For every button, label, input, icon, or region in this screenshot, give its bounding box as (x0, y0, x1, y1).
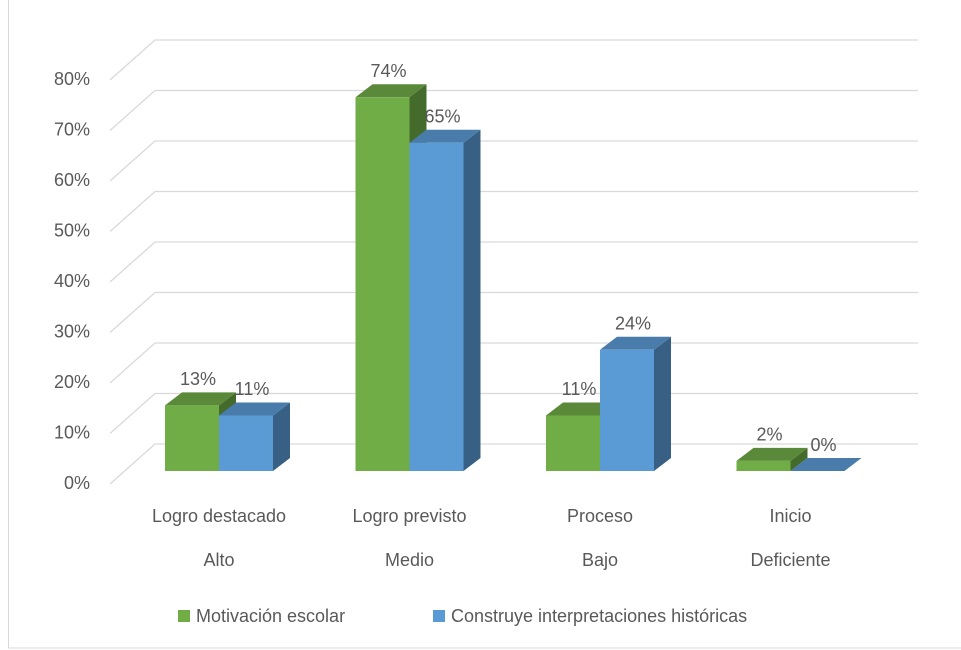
bar-side (790, 447, 808, 471)
grid-line (109, 342, 918, 384)
bar (219, 415, 273, 471)
bar (355, 97, 410, 472)
bar-top (736, 447, 808, 461)
legend-swatch (178, 610, 190, 622)
grid-line (109, 190, 918, 232)
bar-top (219, 402, 290, 416)
y-tick-label: 70% (54, 119, 90, 139)
bar-side (273, 402, 290, 471)
bar (165, 405, 219, 471)
x-tick-label: Proceso (567, 506, 633, 526)
grid-line (109, 39, 918, 81)
bar-top (600, 336, 671, 350)
bar-top (546, 402, 617, 416)
data-label: 24% (615, 314, 651, 334)
grid-line (109, 291, 918, 333)
y-tick-label: 30% (54, 321, 90, 341)
legend-label: Construye interpretaciones históricas (451, 606, 747, 626)
bar-top (409, 129, 481, 143)
data-label: 0% (810, 435, 836, 455)
grid-line (109, 241, 918, 283)
bar (736, 460, 791, 471)
data-label: 65% (424, 107, 460, 127)
x-tick-label: Logro previsto (352, 506, 466, 526)
y-tick-label: 40% (54, 271, 90, 291)
bar-top (790, 458, 862, 471)
legend-label: Motivación escolar (196, 606, 345, 626)
data-label: 13% (180, 369, 216, 389)
bar (600, 349, 654, 471)
bar (546, 415, 600, 471)
data-label: 11% (562, 379, 597, 399)
y-tick-label: 50% (54, 220, 90, 240)
x-tick-label: Bajo (582, 550, 618, 570)
bar-top (355, 84, 427, 98)
data-label: 74% (370, 61, 406, 81)
grid-line (109, 89, 918, 131)
grid-line (109, 140, 918, 182)
x-tick-label: Logro destacado (152, 506, 286, 526)
y-tick-label: 60% (54, 170, 90, 190)
bar-side (654, 336, 671, 471)
x-tick-label: Deficiente (750, 550, 830, 570)
legend-swatch (433, 610, 445, 622)
y-tick-label: 80% (54, 69, 90, 89)
y-tick-label: 20% (54, 372, 90, 392)
bar (409, 142, 464, 471)
chart-border (8, 0, 961, 649)
x-tick-label: Alto (203, 550, 234, 570)
data-label: 11% (235, 379, 270, 399)
bar-top (165, 392, 236, 406)
x-tick-label: Inicio (769, 506, 811, 526)
data-label: 2% (756, 425, 782, 445)
bar-side (463, 129, 481, 471)
y-tick-label: 0% (64, 473, 90, 493)
y-tick-label: 10% (54, 422, 90, 442)
x-tick-label: Medio (385, 550, 434, 570)
